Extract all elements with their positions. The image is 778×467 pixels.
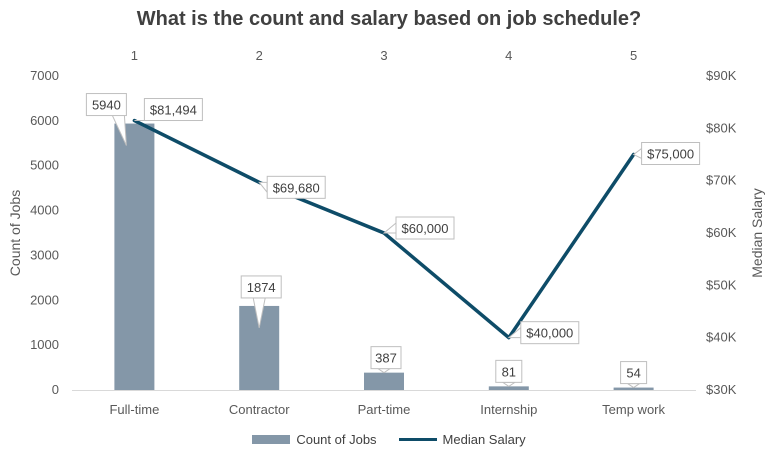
bar-count-of-jobs: [364, 372, 404, 390]
bar-count-of-jobs: [488, 386, 529, 390]
bar-data-label-box: [85, 93, 127, 117]
bar-data-label-box: [620, 361, 648, 385]
y-left-axis-title: Count of Jobs: [7, 190, 23, 276]
y-left-tick-label: 1000: [30, 337, 59, 352]
line-data-label-box: [143, 98, 203, 122]
legend-item-count: Count of Jobs: [252, 432, 377, 447]
y-right-tick-label: $80K: [706, 120, 737, 135]
bar-data-label: 54: [626, 366, 640, 381]
bar-data-label-box: [495, 359, 523, 383]
chart-title: What is the count and salary based on jo…: [136, 8, 642, 30]
line-data-label-pointer: [258, 181, 268, 194]
y-left-tick-label: 4000: [30, 203, 59, 218]
line-data-label-pointer: [632, 147, 643, 160]
x-tick-label: Full-time: [109, 402, 159, 417]
line-data-label-box: [266, 175, 326, 199]
line-data-label: $69,680: [273, 180, 320, 195]
line-data-label: $81,494: [150, 103, 197, 118]
line-median-salary: [132, 118, 636, 340]
x-top-tick-label: 5: [630, 48, 637, 63]
legend-swatch-count: [252, 435, 291, 444]
y-right-tick-label: $50K: [706, 277, 737, 292]
y-left-tick-label: 7000: [30, 68, 59, 83]
y-left-tick-label: 5000: [30, 158, 59, 173]
bar-count-of-jobs: [114, 123, 155, 390]
y-right-tick-label: $60K: [706, 225, 737, 240]
line-data-label: $40,000: [526, 326, 573, 341]
bar-count-of-jobs: [613, 387, 654, 390]
y-left-tick-label: 6000: [30, 113, 59, 128]
bar-data-label-pointer: [501, 381, 517, 387]
bar-data-label-pointer: [625, 383, 642, 389]
bar-data-label: 387: [375, 351, 397, 366]
x-tick-label: Part-time: [358, 402, 411, 417]
bar-data-label: 5940: [92, 98, 121, 113]
legend: Count of Jobs Median Salary: [0, 432, 778, 447]
y-left-tick-label: 2000: [30, 292, 59, 307]
y-right-tick-label: $90K: [706, 68, 737, 83]
y-left-tick-label: 3000: [30, 247, 59, 262]
bar-data-label: 1874: [247, 280, 276, 295]
y-right-tick-label: $70K: [706, 173, 737, 188]
line-data-label: $75,000: [647, 147, 694, 162]
x-top-tick-label: 2: [256, 48, 263, 63]
legend-item-salary: Median Salary: [398, 432, 526, 447]
line-data-label-box: [395, 216, 455, 240]
x-tick-label: Temp work: [602, 402, 665, 417]
legend-label-count: Count of Jobs: [296, 432, 377, 447]
bar-data-label-pointer: [376, 368, 392, 374]
line-data-label-pointer: [382, 221, 397, 234]
bar-data-label-box: [370, 346, 402, 370]
x-tick-label: Contractor: [229, 402, 290, 417]
x-top-tick-label: 4: [505, 48, 512, 63]
x-tick-label: Internship: [480, 402, 537, 417]
bar-data-label-box: [240, 275, 282, 299]
legend-swatch-salary: [398, 438, 437, 441]
bar-data-label: 81: [502, 364, 516, 379]
y-right-tick-label: $30K: [706, 382, 737, 397]
x-top-tick-label: 1: [131, 48, 138, 63]
line-data-label-box: [520, 321, 580, 345]
y-left-tick-label: 0: [52, 382, 59, 397]
line-data-label-box: [641, 142, 701, 165]
line-data-label: $60,000: [402, 221, 449, 236]
x-top-tick-label: 3: [380, 48, 387, 63]
y-right-axis-title: Median Salary: [749, 188, 765, 278]
legend-label-salary: Median Salary: [442, 432, 526, 447]
y-right-tick-label: $40K: [706, 330, 737, 345]
